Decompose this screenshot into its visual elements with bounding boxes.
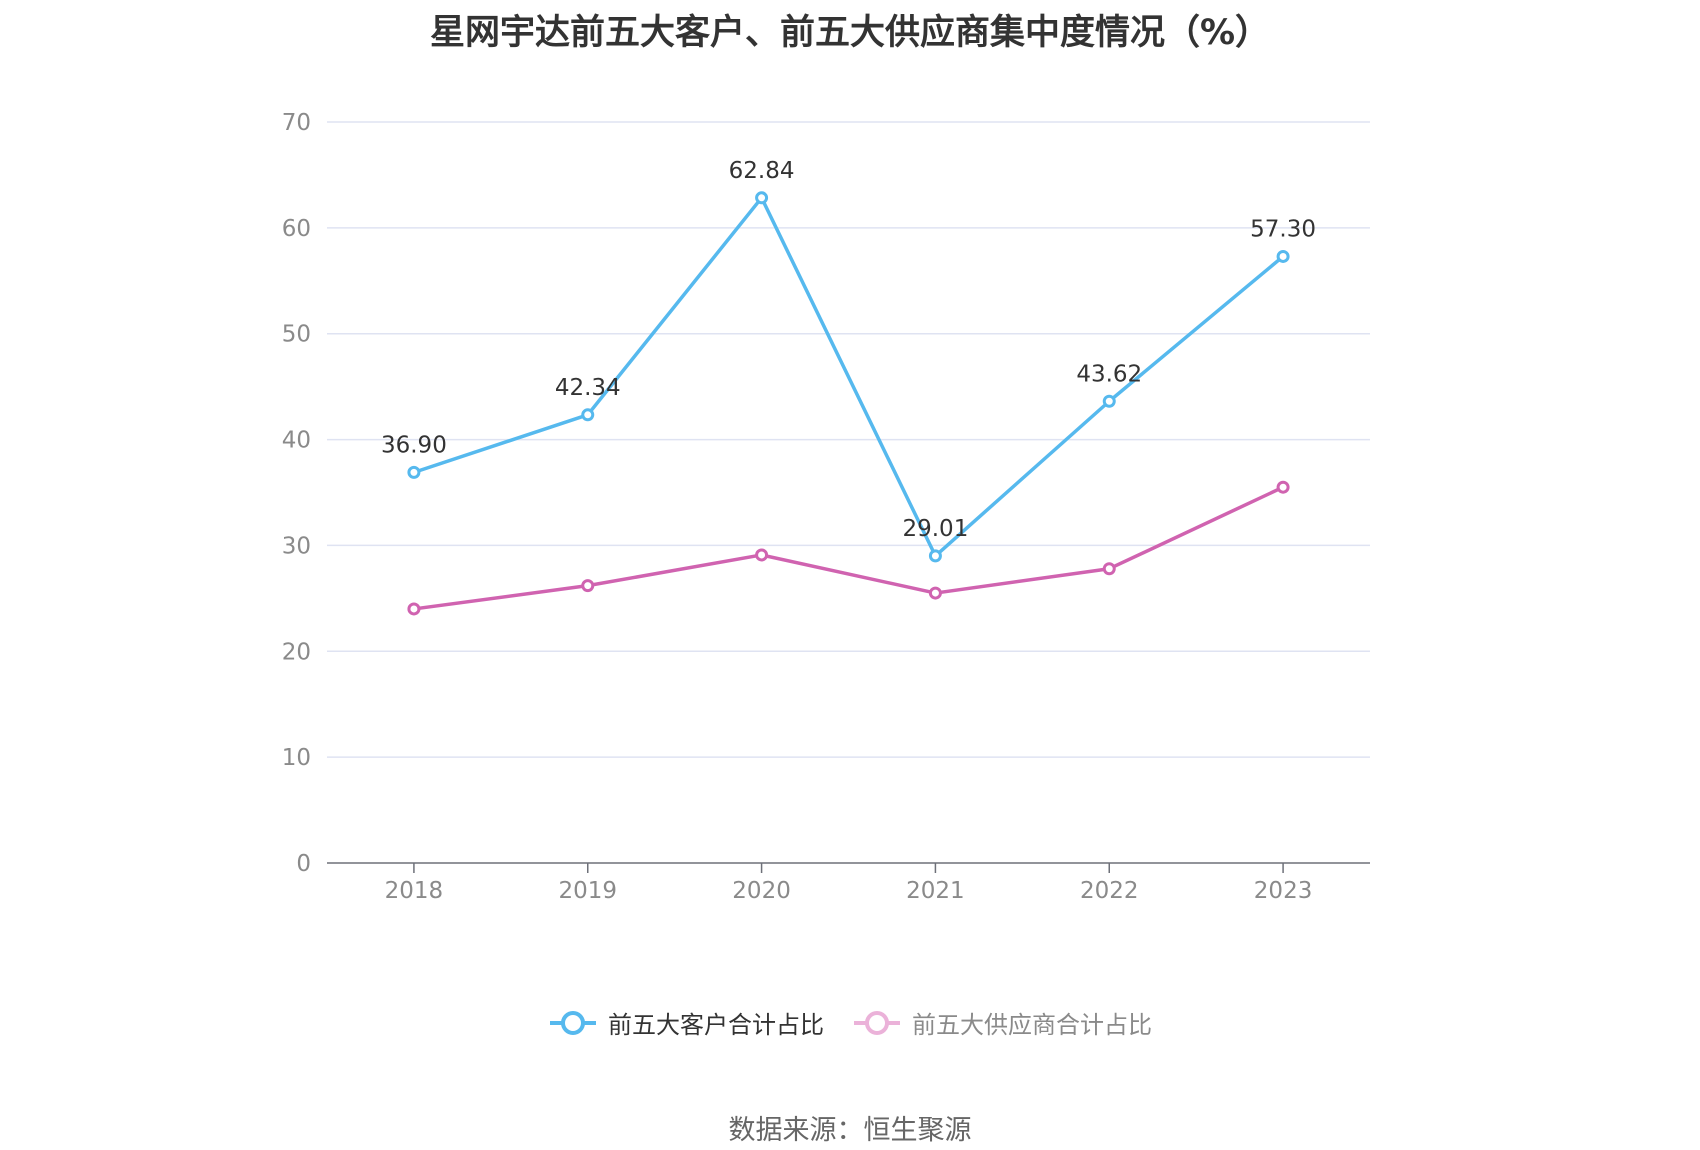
x-tick-label: 2022 bbox=[1080, 878, 1139, 904]
data-point[interactable] bbox=[1102, 394, 1116, 408]
y-tick-label: 30 bbox=[282, 533, 311, 559]
legend-item-suppliers[interactable]: 前五大供应商合计占比 bbox=[852, 1005, 1152, 1040]
data-source: 数据来源：恒生聚源 bbox=[728, 1115, 972, 1146]
data-point[interactable] bbox=[755, 548, 769, 562]
data-point[interactable] bbox=[928, 549, 942, 563]
x-tick-label: 2020 bbox=[732, 878, 791, 904]
y-tick-label: 0 bbox=[296, 851, 311, 877]
y-tick-label: 10 bbox=[282, 745, 311, 771]
series-lines bbox=[407, 191, 1290, 616]
legend-item-customers[interactable]: 前五大客户合计占比 bbox=[548, 1005, 824, 1040]
data-point[interactable] bbox=[407, 465, 421, 479]
x-tick-label: 2019 bbox=[558, 878, 617, 904]
data-label: 36.90 bbox=[381, 432, 447, 458]
x-tick-label: 2018 bbox=[385, 878, 444, 904]
data-label: 43.62 bbox=[1076, 361, 1142, 387]
chart-title: 星网宇达前五大客户、前五大供应商集中度情况（%） bbox=[429, 13, 1271, 53]
data-point[interactable] bbox=[581, 408, 595, 422]
y-tick-label: 60 bbox=[282, 216, 311, 242]
data-label: 42.34 bbox=[555, 375, 621, 401]
data-point[interactable] bbox=[1276, 249, 1290, 263]
data-label: 29.01 bbox=[902, 516, 968, 542]
legend: 前五大客户合计占比 前五大供应商合计占比 bbox=[0, 1005, 1700, 1040]
legend-marker-customers bbox=[550, 1010, 596, 1035]
series-line-1 bbox=[413, 485, 1284, 611]
y-tick-label: 70 bbox=[282, 110, 311, 136]
grid-lines bbox=[327, 121, 1370, 758]
data-labels: 36.90 42.34 62.84 29.01 43.62 57.30 bbox=[381, 158, 1316, 542]
data-point[interactable] bbox=[581, 579, 595, 593]
x-tick-label: 2023 bbox=[1254, 878, 1313, 904]
data-point[interactable] bbox=[1102, 562, 1116, 576]
data-point[interactable] bbox=[407, 602, 421, 616]
x-tick-label: 2021 bbox=[906, 878, 965, 904]
axes: 0 10 20 30 40 50 60 70 2018 2019 2020 2021 2022 2023 bbox=[282, 110, 1370, 904]
legend-label-customers: 前五大客户合计占比 bbox=[608, 1011, 824, 1039]
data-label: 62.84 bbox=[729, 158, 795, 184]
y-tick-label: 20 bbox=[282, 639, 311, 665]
data-point[interactable] bbox=[928, 586, 942, 600]
series-line-0 bbox=[413, 196, 1285, 558]
legend-label-suppliers: 前五大供应商合计占比 bbox=[912, 1011, 1152, 1039]
y-tick-label: 40 bbox=[282, 428, 311, 454]
data-point[interactable] bbox=[755, 191, 769, 205]
legend-marker-suppliers bbox=[854, 1010, 900, 1035]
y-tick-label: 50 bbox=[282, 322, 311, 348]
data-point[interactable] bbox=[1276, 480, 1290, 494]
data-label: 57.30 bbox=[1250, 216, 1316, 242]
